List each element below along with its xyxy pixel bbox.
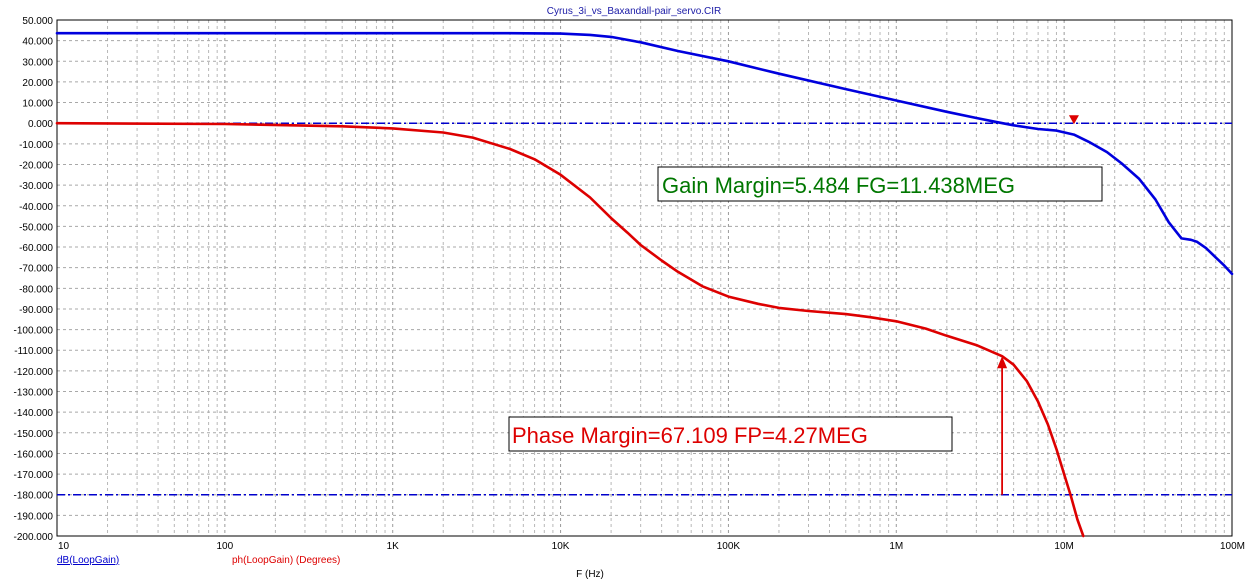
x-tick-label: 100 xyxy=(217,541,234,552)
y-tick-label: -190.000 xyxy=(14,511,54,522)
y-tick-label: 50.000 xyxy=(22,16,53,27)
gain-margin-marker xyxy=(1068,115,1079,125)
x-tick-label: 100M xyxy=(1220,541,1245,552)
reference-lines xyxy=(57,122,1232,496)
x-tick-label: 10M xyxy=(1054,541,1073,552)
chart-title: Cyrus_3i_vs_Baxandall-pair_servo.CIR xyxy=(547,6,722,17)
y-tick-label: -120.000 xyxy=(14,367,54,378)
x-tick-label: 100K xyxy=(717,541,741,552)
x-tick-label: 1M xyxy=(889,541,903,552)
gain-margin-box xyxy=(657,166,1103,202)
y-tick-label: 10.000 xyxy=(22,99,53,110)
x-tick-label: 10 xyxy=(58,541,70,552)
y-tick-label: -30.000 xyxy=(19,181,53,192)
y-tick-label: -70.000 xyxy=(19,264,53,275)
grid xyxy=(56,19,1232,537)
markers xyxy=(997,115,1079,495)
y-tick-label: -110.000 xyxy=(14,346,53,357)
x-tick-labels: 10 100 1K 10K 100K 1M 10M 100M xyxy=(58,541,1245,552)
x-tick-label: 10K xyxy=(552,541,570,552)
y-tick-label: -130.000 xyxy=(14,388,54,399)
phase-margin-arrow-head xyxy=(997,356,1008,369)
y-tick-label: -140.000 xyxy=(14,408,54,419)
y-tick-label: -170.000 xyxy=(14,470,54,481)
y-tick-label: -180.000 xyxy=(14,491,54,502)
y-tick-label: -90.000 xyxy=(19,305,53,316)
loopgain-db-line xyxy=(55,31,1234,276)
y-tick-label: 30.000 xyxy=(22,57,53,68)
y-tick-label: -200.000 xyxy=(14,532,54,543)
phase-margin-box xyxy=(508,416,953,452)
legend-loopgain-db[interactable]: dB(LoopGain) xyxy=(57,555,119,566)
y-tick-label: -20.000 xyxy=(19,160,53,171)
y-tick-label: -80.000 xyxy=(19,284,53,295)
y-tick-label: -10.000 xyxy=(19,140,53,151)
y-tick-label: -60.000 xyxy=(19,243,53,254)
y-tick-label: -150.000 xyxy=(14,429,54,440)
y-tick-label: 20.000 xyxy=(22,78,53,89)
y-tick-label: 0.000 xyxy=(28,119,53,130)
loopgain-phase-line xyxy=(55,121,1085,538)
legend-loopgain-phase[interactable]: ph(LoopGain) (Degrees) xyxy=(232,555,340,566)
series-layer xyxy=(55,31,1234,538)
y-tick-label: -160.000 xyxy=(14,449,54,460)
x-tick-label: 1K xyxy=(387,541,400,552)
y-tick-label: 40.000 xyxy=(22,37,53,48)
y-tick-label: -40.000 xyxy=(19,202,53,213)
phase-margin-text: Phase Margin=67.109 FP=4.27MEG xyxy=(512,423,868,448)
y-tick-label: -50.000 xyxy=(19,222,53,233)
phase-margin-annotation: Phase Margin=67.109 FP=4.27MEG xyxy=(508,416,953,452)
plot-frame xyxy=(56,19,1233,537)
x-axis-label: F (Hz) xyxy=(576,569,604,580)
y-tick-label: -100.000 xyxy=(14,326,54,337)
gain-margin-text: Gain Margin=5.484 FG=11.438MEG xyxy=(662,173,1015,198)
y-tick-labels: 50.000 40.000 30.000 20.000 10.000 0.000 -10.0… xyxy=(14,16,54,543)
gain-margin-annotation: Gain Margin=5.484 FG=11.438MEG xyxy=(657,166,1103,202)
